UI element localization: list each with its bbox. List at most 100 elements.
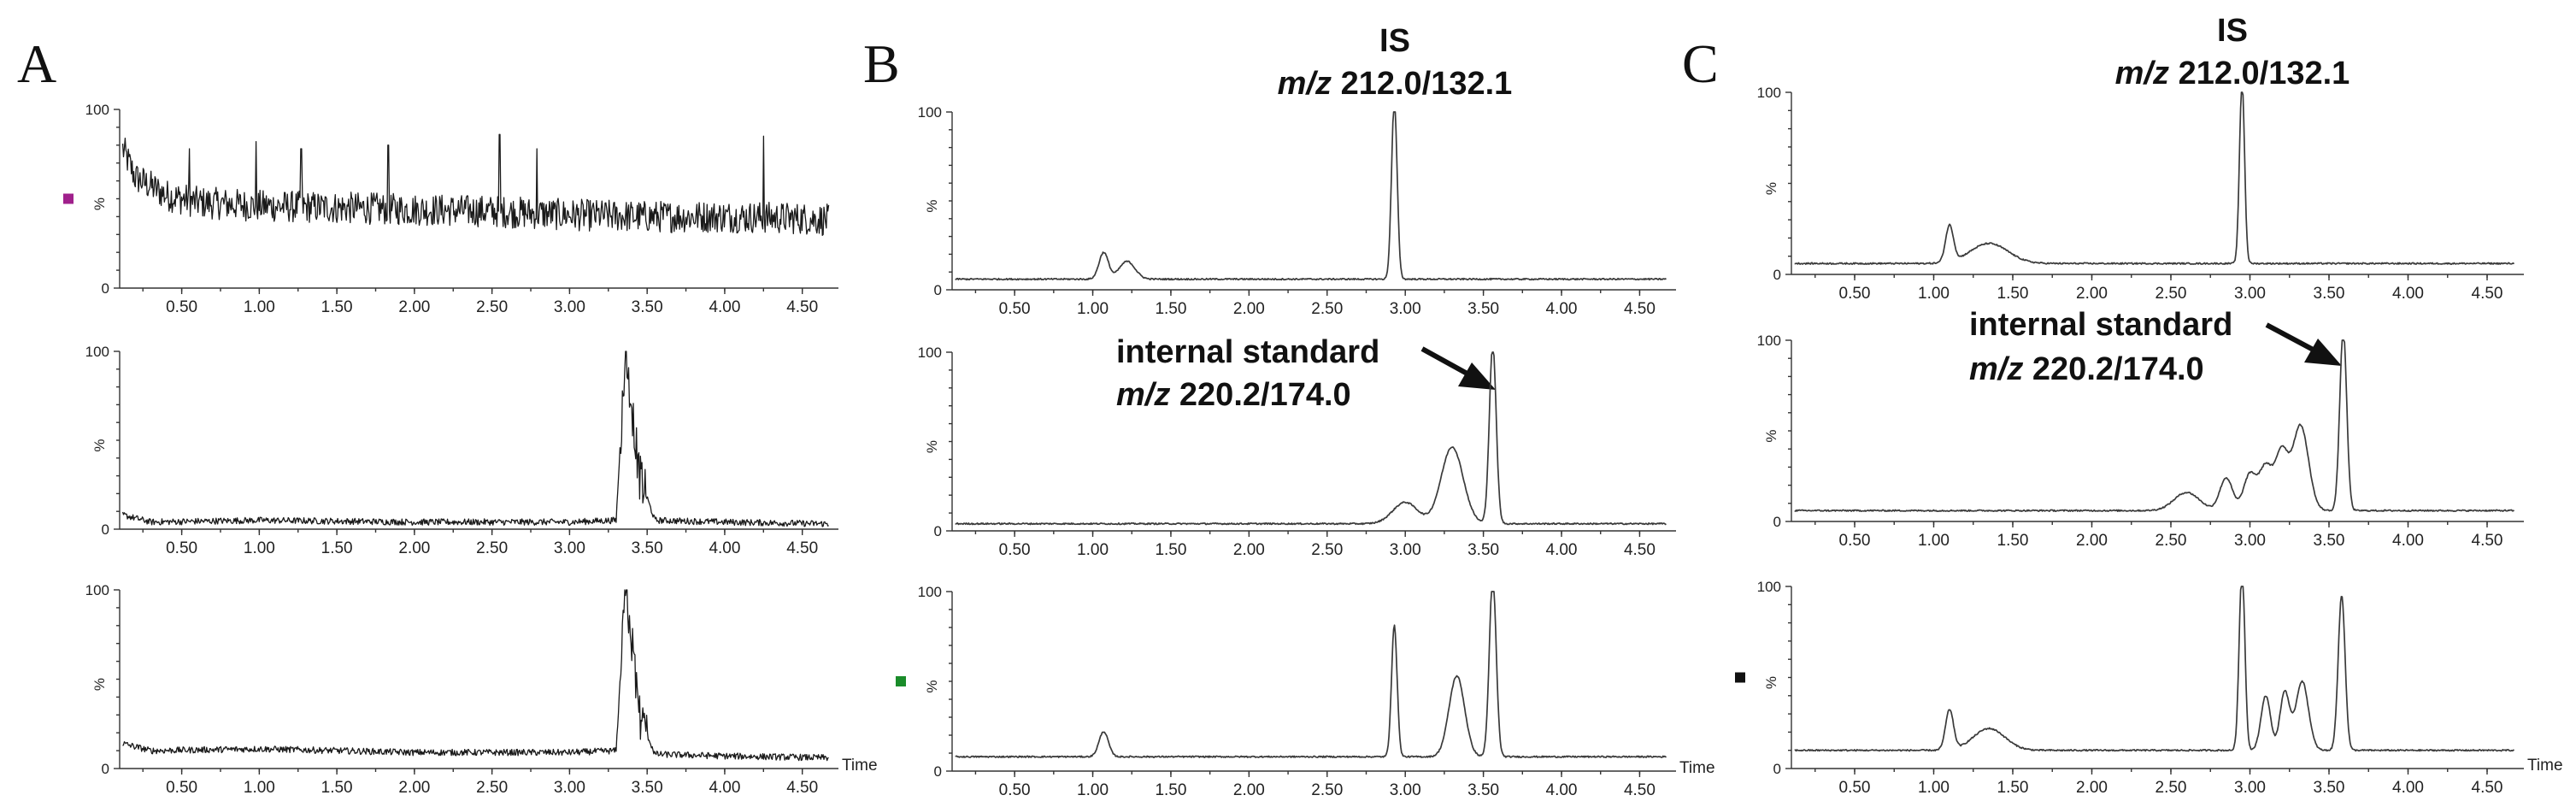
- y-tick-label: 100: [1757, 85, 1781, 101]
- y-unit-label: %: [1763, 429, 1779, 442]
- panel-c-title: IS: [2217, 13, 2248, 49]
- x-tick-label: 4.50: [1624, 781, 1656, 799]
- x-tick-label: 1.50: [1997, 532, 2029, 550]
- x-tick-label: 2.50: [476, 298, 508, 316]
- x-tick-label: 4.00: [2392, 532, 2424, 550]
- x-tick-label: 2.50: [476, 539, 508, 557]
- x-tick-label: 1.00: [244, 539, 275, 557]
- trace-color-marker: [1735, 672, 1745, 683]
- x-axis-label: Time: [842, 757, 878, 775]
- plot-a-2: 0 100% 0.50 1.00 1.50 2.00 2.50 3.00 3.50 4.00 4.5…: [85, 344, 838, 557]
- y-tick-label: 0: [934, 763, 942, 780]
- chromatogram-trace: [122, 589, 829, 762]
- x-tick-label: 4.50: [1624, 541, 1656, 559]
- plot-c-2: 0 100% 0.50 1.00 1.50 2.00 2.50 3.00 3.50 4.00 4.5…: [1757, 333, 2524, 550]
- chromatogram-trace: [1794, 91, 2515, 265]
- y-tick-label: 0: [1773, 267, 1781, 283]
- x-tick-label: 3.00: [2234, 532, 2266, 550]
- x-tick-label: 3.50: [2314, 779, 2345, 797]
- y-unit-label: %: [1763, 182, 1779, 195]
- y-unit-label: %: [1763, 676, 1779, 689]
- plot-b-2: 0 100% 0.50 1.00 1.50 2.00 2.50 3.00 3.50 4.00 4.5…: [918, 345, 1676, 559]
- plot-a-3: 0 100% 0.50 1.00 1.50 2.00 2.50 3.00 3.50 4.00 4.5…: [85, 582, 878, 797]
- x-tick-label: 4.00: [2392, 285, 2424, 303]
- x-tick-label: 3.50: [2314, 532, 2345, 550]
- x-tick-label: 4.00: [1546, 300, 1578, 318]
- y-tick-label: 0: [102, 521, 109, 538]
- panel-b-arrow: [1420, 346, 1496, 390]
- x-tick-label: 1.50: [1997, 779, 2029, 797]
- x-tick-label: 2.00: [2076, 779, 2108, 797]
- x-tick-label: 0.50: [166, 779, 197, 797]
- y-unit-label: %: [924, 440, 940, 453]
- x-tick-label: 1.50: [321, 298, 353, 316]
- y-unit-label: %: [924, 199, 940, 212]
- x-tick-label: 0.50: [999, 781, 1031, 799]
- x-tick-label: 2.50: [1311, 781, 1343, 799]
- y-tick-label: 100: [85, 344, 109, 360]
- panel-b-subtitle: m/z 212.0/132.1: [1278, 66, 1513, 102]
- chromatogram-trace: [955, 111, 1667, 281]
- x-tick-label: 1.00: [244, 779, 275, 797]
- y-tick-label: 0: [1773, 761, 1781, 777]
- x-tick-label: 4.50: [2472, 532, 2503, 550]
- x-tick-label: 4.00: [709, 298, 740, 316]
- x-tick-label: 2.00: [398, 298, 430, 316]
- panel-letter-c: C: [1682, 33, 1719, 94]
- y-tick-label: 0: [934, 282, 942, 298]
- plot-b-3: 0 100% 0.50 1.00 1.50 2.00 2.50 3.00 3.50 4.00 4.5…: [896, 584, 1715, 799]
- x-tick-label: 4.00: [1546, 541, 1578, 559]
- panel-letter-a: A: [17, 33, 56, 94]
- x-tick-label: 1.50: [1155, 541, 1186, 559]
- y-tick-label: 0: [934, 523, 942, 539]
- y-tick-label: 100: [1757, 333, 1781, 349]
- x-tick-label: 2.00: [1233, 541, 1265, 559]
- y-tick-label: 100: [918, 584, 942, 600]
- x-tick-label: 2.00: [1233, 300, 1265, 318]
- y-tick-label: 100: [85, 102, 109, 118]
- y-unit-label: %: [91, 439, 108, 451]
- x-tick-label: 4.00: [2392, 779, 2424, 797]
- x-tick-label: 3.00: [1390, 300, 1421, 318]
- panel-b-annotation-line1: internal standard: [1116, 334, 1379, 370]
- x-tick-label: 3.50: [632, 539, 663, 557]
- plot-c-3: 0 100% 0.50 1.00 1.50 2.00 2.50 3.00 3.50 4.00 4.5…: [1735, 579, 2563, 797]
- plot-a-1: 0 100% 0.50 1.00 1.50 2.00 2.50 3.00 3.50 4.00 4.5…: [63, 102, 838, 316]
- plot-c-1: 0 100% 0.50 1.00 1.50 2.00 2.50 3.00 3.50 4.00 4.5…: [1757, 85, 2524, 303]
- x-tick-label: 2.00: [398, 779, 430, 797]
- x-tick-label: 1.00: [1918, 285, 1950, 303]
- chromatogram-plots: 0 100% 0.50 1.00 1.50 2.00 2.50 3.00 3.50 4.00 4.5…: [63, 85, 2563, 799]
- y-tick-label: 100: [918, 345, 942, 361]
- y-unit-label: %: [91, 678, 108, 691]
- x-tick-label: 2.00: [2076, 285, 2108, 303]
- x-tick-label: 2.00: [2076, 532, 2108, 550]
- x-tick-label: 1.00: [244, 298, 275, 316]
- panel-c-subtitle: m/z 212.0/132.1: [2115, 56, 2350, 91]
- x-tick-label: 1.00: [1918, 532, 1950, 550]
- x-tick-label: 2.50: [2155, 532, 2187, 550]
- x-tick-label: 4.50: [786, 539, 818, 557]
- trace-color-marker: [896, 676, 906, 686]
- y-unit-label: %: [924, 680, 940, 692]
- x-tick-label: 2.50: [2155, 285, 2187, 303]
- x-axis-label: Time: [2527, 757, 2563, 775]
- x-tick-label: 3.00: [554, 298, 585, 316]
- x-tick-label: 1.00: [1077, 781, 1109, 799]
- x-tick-label: 1.00: [1077, 541, 1109, 559]
- x-tick-label: 3.00: [554, 539, 585, 557]
- x-tick-label: 4.00: [709, 539, 740, 557]
- y-tick-label: 100: [918, 104, 942, 121]
- x-tick-label: 3.50: [1467, 300, 1499, 318]
- x-tick-label: 2.00: [398, 539, 430, 557]
- x-tick-label: 4.50: [1624, 300, 1656, 318]
- x-tick-label: 2.00: [1233, 781, 1265, 799]
- x-tick-label: 0.50: [1839, 285, 1871, 303]
- x-tick-label: 4.00: [709, 779, 740, 797]
- x-tick-label: 3.50: [2314, 285, 2345, 303]
- chromatogram-trace: [1794, 586, 2515, 752]
- x-tick-label: 3.00: [2234, 779, 2266, 797]
- chromatogram-trace: [121, 133, 830, 236]
- x-tick-label: 2.50: [476, 779, 508, 797]
- x-tick-label: 0.50: [999, 541, 1031, 559]
